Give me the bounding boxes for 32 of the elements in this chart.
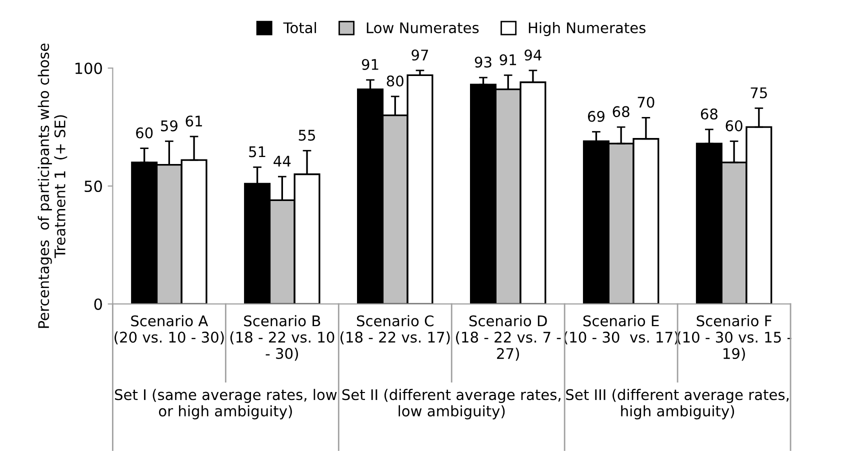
data-label: 91 — [500, 54, 516, 66]
data-label: 68 — [700, 108, 718, 120]
x-tick-label: Scenario C (18 - 22 vs. 17) — [340, 315, 450, 344]
y-tick-label: 50 — [84, 180, 102, 192]
data-label: 69 — [588, 110, 604, 122]
data-label: 59 — [161, 120, 178, 132]
data-label: 97 — [412, 50, 428, 61]
data-label: 75 — [750, 87, 767, 98]
data-label: 70 — [638, 96, 654, 108]
text: Set III (different average rates, high ambiguity) — [566, 388, 789, 420]
legend-label: Total — [283, 22, 316, 34]
data-label: 60 — [136, 127, 153, 138]
data-label: 91 — [362, 58, 378, 70]
legend-label: High Numerates — [528, 22, 646, 36]
y-tick-label: 0 — [94, 298, 102, 310]
y-tick-label: 100 — [75, 62, 102, 74]
data-label: 68 — [612, 106, 630, 118]
x-tick-label: Scenario D (18 - 22 vs. 7 - 27) — [456, 315, 561, 361]
legend-label: Low Numerates — [366, 22, 479, 34]
data-label: 61 — [186, 116, 202, 127]
text: Set II (different average rates, low ambiguity) — [342, 388, 560, 420]
data-label: 55 — [298, 130, 316, 141]
data-label: 44 — [274, 156, 291, 166]
data-label: 80 — [386, 75, 404, 87]
x-tick-label: Scenario B (18 - 22 vs. 10 - 30) — [230, 315, 334, 361]
x-tick-label: Scenario A (20 vs. 10 - 30) — [114, 315, 224, 344]
data-label: 93 — [474, 56, 492, 68]
y-axis-title: Percentages of participants who chose Treatment 1 (+ SE) — [38, 44, 68, 328]
data-label: 60 — [726, 120, 742, 132]
data-label: 94 — [524, 50, 542, 61]
data-label: 51 — [249, 146, 266, 158]
text: Set I (same average rates, low or high ambiguity) — [114, 388, 337, 420]
